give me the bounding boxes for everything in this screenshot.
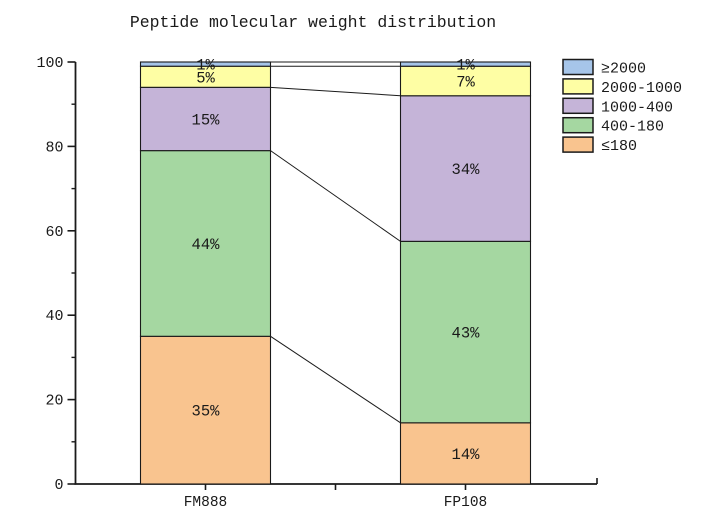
segment-label: 14% bbox=[452, 446, 481, 464]
chart-title: Peptide molecular weight distribution bbox=[130, 13, 496, 32]
bar-segment-FM888-≤180 bbox=[139, 335, 272, 485]
bar-segment-FP108-2000-1000 bbox=[399, 65, 532, 97]
y-tick-label: 100 bbox=[36, 55, 63, 72]
bar-segment-FP108-≥2000 bbox=[399, 61, 532, 67]
legend-swatch-2000-1000 bbox=[562, 78, 594, 95]
category-label: FM888 bbox=[184, 495, 228, 511]
segment-label: 15% bbox=[192, 111, 221, 129]
bar-segment-FM888-1000-400 bbox=[139, 86, 272, 152]
y-tick-label: 20 bbox=[45, 393, 63, 410]
legend-swatch-≥2000 bbox=[562, 58, 594, 76]
segment-label: 35% bbox=[192, 403, 221, 421]
connector-line bbox=[270, 86, 401, 97]
legend-label: ≥2000 bbox=[601, 61, 646, 78]
segment-label: 7% bbox=[456, 73, 475, 91]
bar-segment-FP108-≤180 bbox=[399, 422, 532, 485]
legend-swatch-400-180 bbox=[562, 116, 594, 134]
legend-label: 1000-400 bbox=[601, 99, 673, 116]
connector-line bbox=[270, 335, 401, 424]
legend-label: ≤180 bbox=[601, 138, 637, 155]
bar-segment-FM888-400-180 bbox=[139, 150, 272, 337]
segment-label: 43% bbox=[452, 325, 481, 343]
bar-segment-FP108-400-180 bbox=[399, 240, 532, 424]
segment-label: 44% bbox=[192, 236, 221, 254]
legend-label: 2000-1000 bbox=[601, 80, 682, 97]
segment-label: 5% bbox=[196, 69, 215, 87]
y-tick-label: 80 bbox=[45, 139, 63, 156]
segment-label: 34% bbox=[452, 161, 481, 179]
segment-label: 1% bbox=[456, 57, 475, 75]
segment-label: 1% bbox=[196, 57, 215, 75]
connector-line bbox=[270, 150, 401, 242]
legend-swatch-1000-400 bbox=[562, 97, 594, 115]
legend-swatch-≤180 bbox=[562, 136, 594, 153]
y-tick-label: 40 bbox=[45, 308, 63, 325]
y-tick-label: 60 bbox=[45, 224, 63, 241]
bar-segment-FP108-1000-400 bbox=[399, 95, 532, 242]
category-label: FP108 bbox=[444, 495, 488, 511]
legend-label: 400-180 bbox=[601, 119, 664, 136]
bar-segment-FM888-≥2000 bbox=[139, 61, 272, 67]
y-tick-label: 0 bbox=[54, 477, 63, 494]
